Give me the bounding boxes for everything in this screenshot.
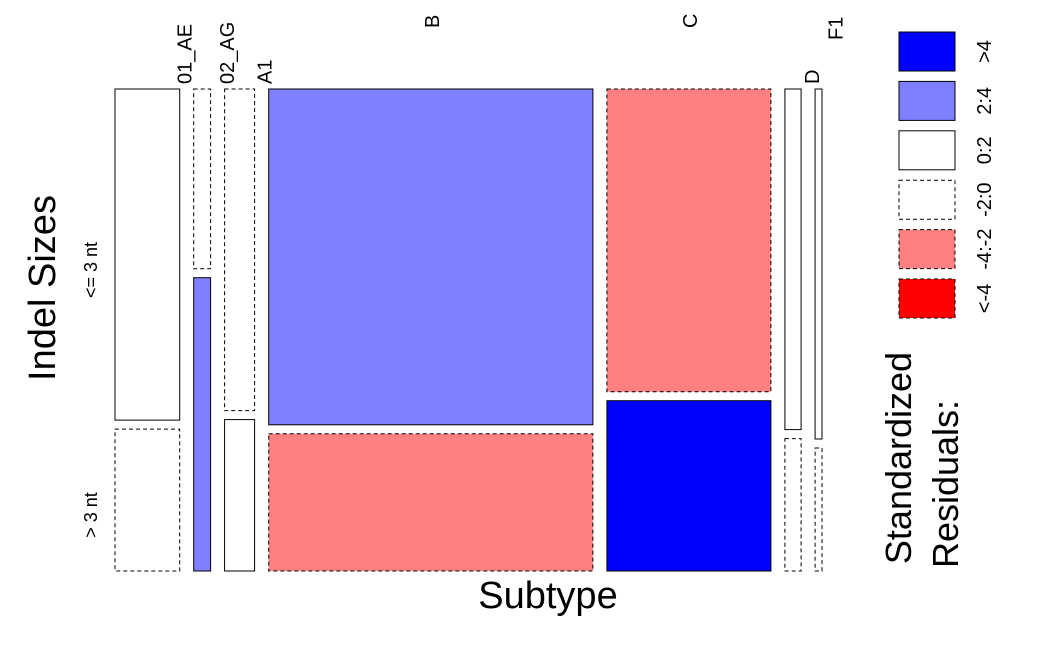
legend-swatch-1 [898, 80, 956, 121]
mosaic-cell-f1-le3 [814, 88, 823, 440]
mosaic-cell-d-gt3 [784, 438, 802, 572]
row-label-gt3: > 3 nt [81, 492, 101, 538]
subtype-label-f1: F1 [826, 17, 848, 40]
legend: >4 2:4 0:2 -2:0 -4:-2 <-4 [898, 31, 996, 319]
legend-swatch-5 [898, 278, 956, 319]
legend-label-0: >4 [974, 40, 996, 63]
subtype-label-a1: A1 [255, 60, 277, 84]
subtype-label-02_ag: 02_AG [217, 22, 239, 84]
legend-swatch-0 [898, 31, 956, 72]
mosaic-cells [114, 88, 823, 572]
legend-label-2: 0:2 [974, 136, 996, 164]
mosaic-cell-b-gt3 [268, 433, 594, 572]
subtype-label-01_ae: 01_AE [174, 24, 196, 84]
legend-swatch-4 [898, 229, 956, 270]
legend-title-line1: Standardized [878, 352, 919, 564]
mosaic-cell-02_ag-gt3 [193, 277, 212, 572]
subtype-label-d: D [802, 70, 824, 84]
legend-swatch-3 [898, 179, 956, 220]
mosaic-cell-f1-gt3 [814, 447, 823, 572]
x-axis-title: Subtype [478, 575, 617, 617]
legend-label-5: <-4 [974, 284, 996, 313]
subtype-labels: 01_AE 02_AG A1 B C D F1 [174, 14, 847, 84]
row-label-le3: <= 3 nt [81, 242, 101, 298]
mosaic-cell-02_ag-le3 [193, 88, 212, 270]
mosaic-cell-01_ae-gt3 [114, 428, 181, 572]
mosaic-cell-01_ae-le3 [114, 88, 181, 421]
legend-swatch-2 [898, 130, 956, 171]
mosaic-cell-b-le3 [268, 88, 594, 426]
mosaic-cell-d-le3 [784, 88, 802, 431]
legend-label-4: -4:-2 [974, 229, 996, 270]
mosaic-cell-a1-le3 [224, 88, 256, 412]
mosaic-cell-c-le3 [606, 88, 772, 393]
subtype-label-c: C [680, 14, 702, 28]
legend-label-3: -2:0 [974, 182, 996, 216]
legend-title-line2: Residuals: [925, 400, 966, 568]
legend-label-1: 2:4 [974, 87, 996, 115]
mosaic-cell-c-gt3 [606, 400, 772, 572]
subtype-label-b: B [422, 15, 444, 28]
mosaic-cell-a1-gt3 [224, 419, 256, 572]
y-axis-title: Indel Sizes [22, 195, 64, 381]
